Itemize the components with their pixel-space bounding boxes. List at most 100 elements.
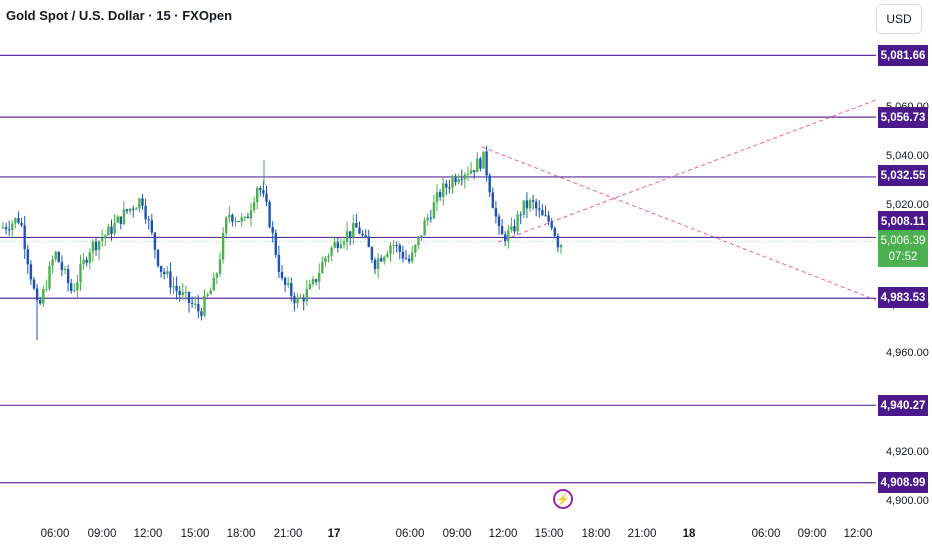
- candle-body: [327, 255, 330, 258]
- candle-body: [395, 245, 398, 247]
- time-axis-tick: 09:00: [797, 528, 827, 540]
- time-axis-tick: 06:00: [751, 528, 781, 540]
- candle-body: [454, 178, 457, 183]
- candle-body: [287, 283, 290, 285]
- candle-body: [82, 259, 85, 265]
- candle-body: [212, 277, 215, 291]
- candle-body: [510, 226, 513, 231]
- candle-body: [252, 202, 256, 211]
- time-axis-date: 18: [682, 528, 696, 540]
- candle-body: [218, 259, 222, 274]
- candle-body: [63, 269, 67, 271]
- candle-body: [361, 233, 364, 236]
- candle-body: [135, 208, 138, 210]
- candle-body: [352, 223, 355, 238]
- candle-body: [293, 296, 296, 304]
- candle-body: [345, 231, 349, 242]
- candle-body: [259, 187, 262, 191]
- candle-body: [163, 271, 166, 275]
- candle-body: [197, 303, 200, 312]
- candle-body: [522, 200, 525, 215]
- bar-countdown: 07:52: [888, 250, 918, 263]
- candle-body: [39, 300, 42, 304]
- currency-button[interactable]: USD: [876, 4, 922, 34]
- candle-body: [349, 231, 352, 238]
- candle-body: [128, 208, 132, 212]
- candle-body: [311, 279, 315, 285]
- level-price-tag[interactable]: 4,983.53: [878, 287, 928, 308]
- candle-body: [386, 253, 389, 257]
- candle-body: [283, 277, 287, 285]
- candle-body: [240, 217, 243, 222]
- level-price-tag[interactable]: 5,081.66: [878, 45, 928, 66]
- candle-body: [187, 291, 191, 303]
- candle-body: [110, 226, 113, 234]
- candle-body: [544, 215, 547, 217]
- candle-body: [407, 258, 411, 262]
- level-price-tag[interactable]: 5,032.55: [878, 165, 928, 186]
- level-price-tag[interactable]: 5,056.73: [878, 107, 928, 128]
- level-price-tag[interactable]: 5,008.11: [878, 211, 928, 232]
- candle-body: [141, 198, 144, 206]
- price-axis-tick: 5,040.00: [886, 150, 929, 162]
- candle-body: [324, 257, 327, 262]
- candle-body: [138, 198, 141, 209]
- candle-body: [429, 217, 432, 219]
- level-price-tag[interactable]: 4,940.27: [878, 395, 928, 416]
- price-axis-tick: 4,900.00: [886, 495, 929, 507]
- time-axis-tick: 18:00: [226, 528, 256, 540]
- candle-body: [85, 259, 88, 263]
- candle-body: [265, 193, 268, 202]
- candle-body: [473, 170, 476, 173]
- candle-body: [156, 249, 160, 266]
- candle-body: [4, 227, 8, 230]
- candle-body: [184, 291, 188, 293]
- time-axis-tick: 21:00: [627, 528, 657, 540]
- candle-body: [423, 220, 426, 236]
- candle-body: [414, 245, 417, 253]
- candle-body: [500, 226, 504, 235]
- candle-body: [333, 242, 336, 248]
- candle-body: [268, 201, 271, 228]
- lightning-event-icon[interactable]: ⚡: [553, 489, 573, 509]
- trend-line-up: [497, 99, 877, 243]
- candle-body: [17, 218, 20, 223]
- candle-body: [314, 279, 318, 282]
- price-axis-tick: 5,020.00: [886, 199, 929, 211]
- candle-body: [380, 258, 383, 262]
- candle-body: [336, 242, 339, 249]
- candle-body: [358, 227, 361, 234]
- current-price-tag: 5,006.39 07:52: [878, 230, 928, 267]
- time-axis-tick: 21:00: [273, 528, 303, 540]
- candle-body: [370, 247, 374, 260]
- time-axis-tick: 09:00: [442, 528, 472, 540]
- price-axis-tick: 4,960.00: [886, 347, 929, 359]
- candle-body: [531, 200, 535, 202]
- trend-line-down: [481, 146, 877, 301]
- candle-body: [91, 241, 95, 253]
- candle-body: [215, 273, 219, 278]
- candle-body: [342, 241, 346, 245]
- candle-body: [541, 210, 544, 216]
- candle-body: [321, 261, 324, 274]
- candle-body: [296, 297, 299, 304]
- candle-body: [101, 238, 104, 241]
- candle-body: [302, 297, 305, 302]
- time-axis-tick: 06:00: [395, 528, 425, 540]
- price-axis-tick: 4,920.00: [886, 446, 929, 458]
- candle-body: [519, 214, 522, 216]
- candle-body: [26, 249, 29, 265]
- candle-body: [122, 209, 126, 225]
- candle-body: [14, 218, 17, 224]
- symbol-title[interactable]: Gold Spot / U.S. Dollar · 15 · FXOpen: [6, 8, 233, 23]
- candle-body: [194, 303, 197, 305]
- time-axis-tick: 18:00: [581, 528, 611, 540]
- candle-body: [237, 221, 240, 223]
- level-price-tag[interactable]: 4,908.99: [878, 472, 928, 493]
- candle-body: [299, 297, 302, 299]
- candle-body: [23, 225, 26, 250]
- candle-body: [246, 216, 250, 219]
- candle-body: [392, 245, 395, 247]
- candle-body: [231, 214, 234, 222]
